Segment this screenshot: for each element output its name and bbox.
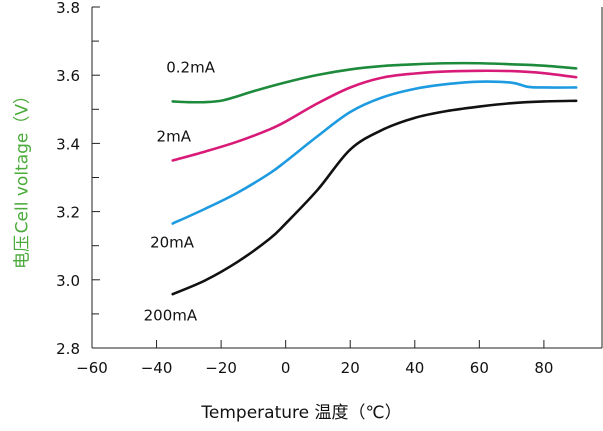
y-axis-label-text: 电压 Cell voltage（V） bbox=[8, 87, 33, 269]
series-group bbox=[173, 63, 576, 294]
x-tick-label: 40 bbox=[405, 359, 424, 377]
series-label-2ma: 2mA bbox=[157, 128, 192, 146]
y-tick-label: 3.8 bbox=[56, 0, 80, 17]
x-tick-label: −40 bbox=[141, 359, 173, 377]
series-label-0-2ma: 0.2mA bbox=[166, 58, 215, 76]
axes-group: 2.8 3.0 3.2 3.4 3.6 3.8 −60 −40 −20 0 20 40 60 80 bbox=[56, 0, 602, 377]
x-axis-label: Temperature 温度（℃） bbox=[0, 398, 603, 423]
y-tick-label: 3.2 bbox=[56, 204, 80, 222]
y-axis-label-en: Cell voltage（V） bbox=[13, 87, 33, 233]
series-label-20ma: 20mA bbox=[150, 233, 195, 251]
series-label-200ma: 200mA bbox=[144, 307, 198, 325]
series-labels-group: 0.2mA 2mA 20mA 200mA bbox=[144, 58, 216, 324]
y-tick-label: 3.0 bbox=[56, 272, 80, 290]
x-tick-label: −20 bbox=[205, 359, 237, 377]
series-line-200ma bbox=[173, 101, 576, 294]
x-tick-label: 0 bbox=[281, 359, 291, 377]
x-tick-label: 20 bbox=[341, 359, 360, 377]
y-tick-label: 3.4 bbox=[56, 135, 80, 153]
y-axis-label-cn: 电压 bbox=[13, 235, 33, 269]
y-tick-label: 3.6 bbox=[56, 67, 80, 85]
x-tick-label: −60 bbox=[76, 359, 108, 377]
y-tick-label: 2.8 bbox=[56, 340, 80, 358]
x-tick-label: 80 bbox=[534, 359, 553, 377]
y-axis-label: 电压 Cell voltage（V） bbox=[7, 58, 33, 298]
x-tick-label: 60 bbox=[470, 359, 489, 377]
